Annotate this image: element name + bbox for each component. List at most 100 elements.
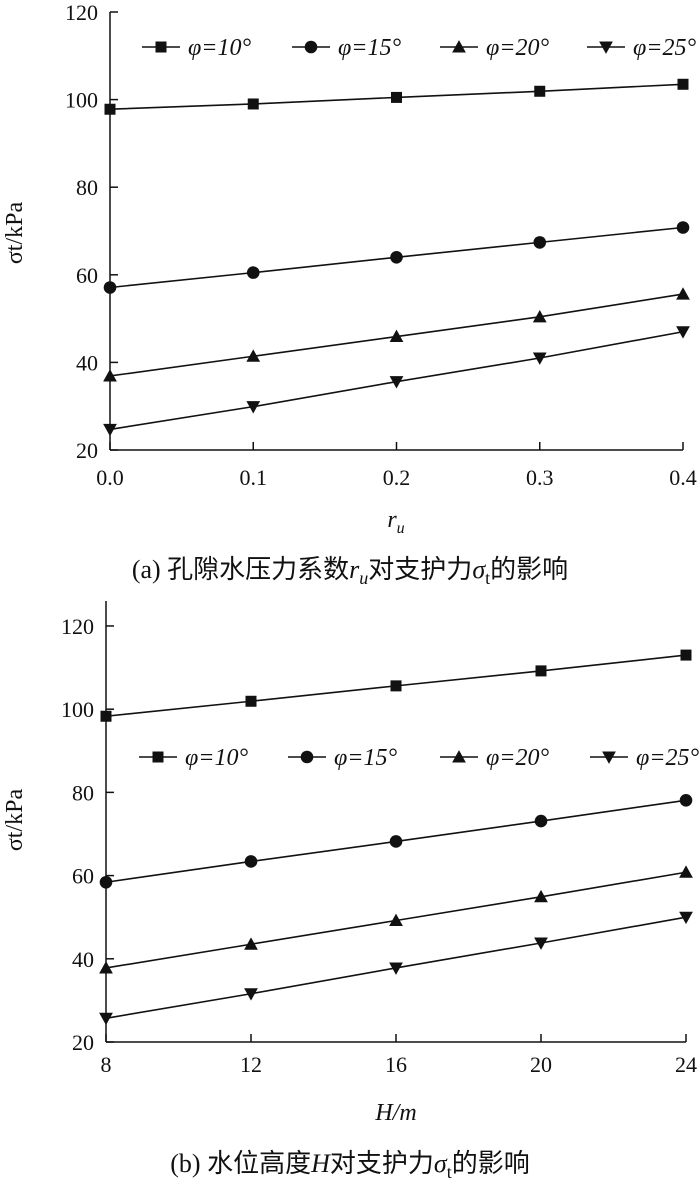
data-point [100,710,112,722]
data-point [676,287,690,300]
legend-item: φ=10° [139,745,248,771]
legend-marker [599,41,613,54]
legend-marker [602,751,616,764]
data-point [676,221,690,234]
data-point [389,376,404,389]
legend-marker [304,40,318,54]
y-tick-label-b: 40 [72,947,94,972]
x-tick-label-a: 0.0 [96,465,124,490]
series-b-1 [99,793,693,889]
data-point [103,369,117,382]
y-tick-label-a: 120 [65,0,98,25]
data-point [533,236,547,249]
y-tick-label-b: 20 [72,1030,94,1055]
x-tick-label-b: 8 [101,1052,112,1077]
x-tick-label-a: 0.3 [526,465,554,490]
legend-label: φ=10° [188,35,251,61]
legend-item: φ=20° [440,745,549,771]
legend-item: φ=10° [142,35,251,61]
data-point [99,961,113,974]
data-point [390,250,403,264]
data-point [244,937,258,950]
series-a-0 [104,78,689,115]
data-point [244,855,258,868]
legend-label: φ=15° [338,35,401,61]
data-point [246,401,261,414]
data-point [99,1012,113,1026]
chart-panel-b: σt/kPa H/m (b) 水位高度H对支护力σt的影响 20 40 60 80 10… [2,601,699,1182]
data-point [535,665,547,677]
legend-a: φ=10° φ=15° φ=20° φ=25° [142,35,696,61]
data-point [389,913,403,927]
legend-marker [152,751,164,763]
data-point [389,329,404,343]
data-point [103,281,117,294]
legend-label: φ=25° [636,745,699,771]
x-axis-label-b: H/m [374,1100,416,1126]
data-point [389,835,403,848]
y-tick-label-b: 100 [61,697,94,722]
data-point [391,91,402,103]
data-point [534,889,548,903]
data-point [390,680,402,692]
series-b-2 [99,865,693,974]
data-point [244,988,258,1001]
series-a-1 [103,221,690,294]
caption-a: (a) 孔隙水压力系数ru对支护力σt的影响 [132,555,568,588]
legend-label: φ=20° [486,745,549,771]
y-axis-label-a: σt/kPa [2,202,28,265]
y-tick-label-b: 60 [72,864,94,889]
data-point [246,266,260,279]
data-point [534,85,546,97]
legend-b: φ=10° φ=15° φ=20° φ=25° [139,745,699,771]
y-axis-label-text-a: σt/kPa [2,202,28,265]
data-point [680,649,692,661]
y-tick-label-a: 80 [76,175,98,200]
chart-panel-a: σt/kPa ru (a) 孔隙水压力系数ru对支护力σt的影响 20 40 60 8… [2,0,697,588]
legend-marker [300,750,314,764]
x-tick-label-a: 0.1 [240,465,268,490]
legend-item: φ=15° [292,35,401,61]
y-tick-label-b: 80 [72,780,94,805]
data-point [99,875,113,889]
legend-marker [155,41,167,53]
y-tick-label-b: 120 [61,614,94,639]
y-axis-label-text-b: σt/kPa [2,789,28,852]
data-point [247,98,259,110]
legend-label: φ=15° [334,745,397,771]
y-tick-label-a: 40 [76,350,98,375]
legend-label: φ=20° [486,35,549,61]
data-point [677,78,689,90]
series-a-3 [103,326,690,437]
data-point [103,423,117,437]
x-tick-label-b: 12 [240,1052,262,1077]
data-point [532,309,547,323]
legend-item: φ=15° [288,745,397,771]
x-tick-label-b: 20 [530,1052,552,1077]
x-tick-label-b: 16 [385,1052,407,1077]
y-tick-label-a: 60 [76,263,98,288]
data-point [679,865,693,878]
legend-marker [452,40,466,53]
data-point [679,793,693,807]
data-point [104,103,116,115]
y-axis-label-b: σt/kPa [2,789,28,852]
data-point [534,814,548,828]
legend-label: φ=25° [633,35,696,61]
series-b-3 [99,911,693,1026]
data-point [246,349,261,362]
data-point [245,695,257,707]
x-tick-label-b: 24 [675,1052,697,1077]
x-tick-label-a: 0.2 [383,465,411,490]
legend-item: φ=25° [590,745,699,771]
legend-label: φ=10° [185,745,248,771]
y-tick-label-a: 20 [76,438,98,463]
legend-item: φ=25° [587,35,696,61]
x-tick-label-a: 0.4 [669,465,697,490]
x-axis-label-a: ru [387,507,404,537]
data-point [676,326,690,339]
data-point [534,937,548,950]
legend-marker [452,750,466,763]
series-b-0 [100,649,692,722]
